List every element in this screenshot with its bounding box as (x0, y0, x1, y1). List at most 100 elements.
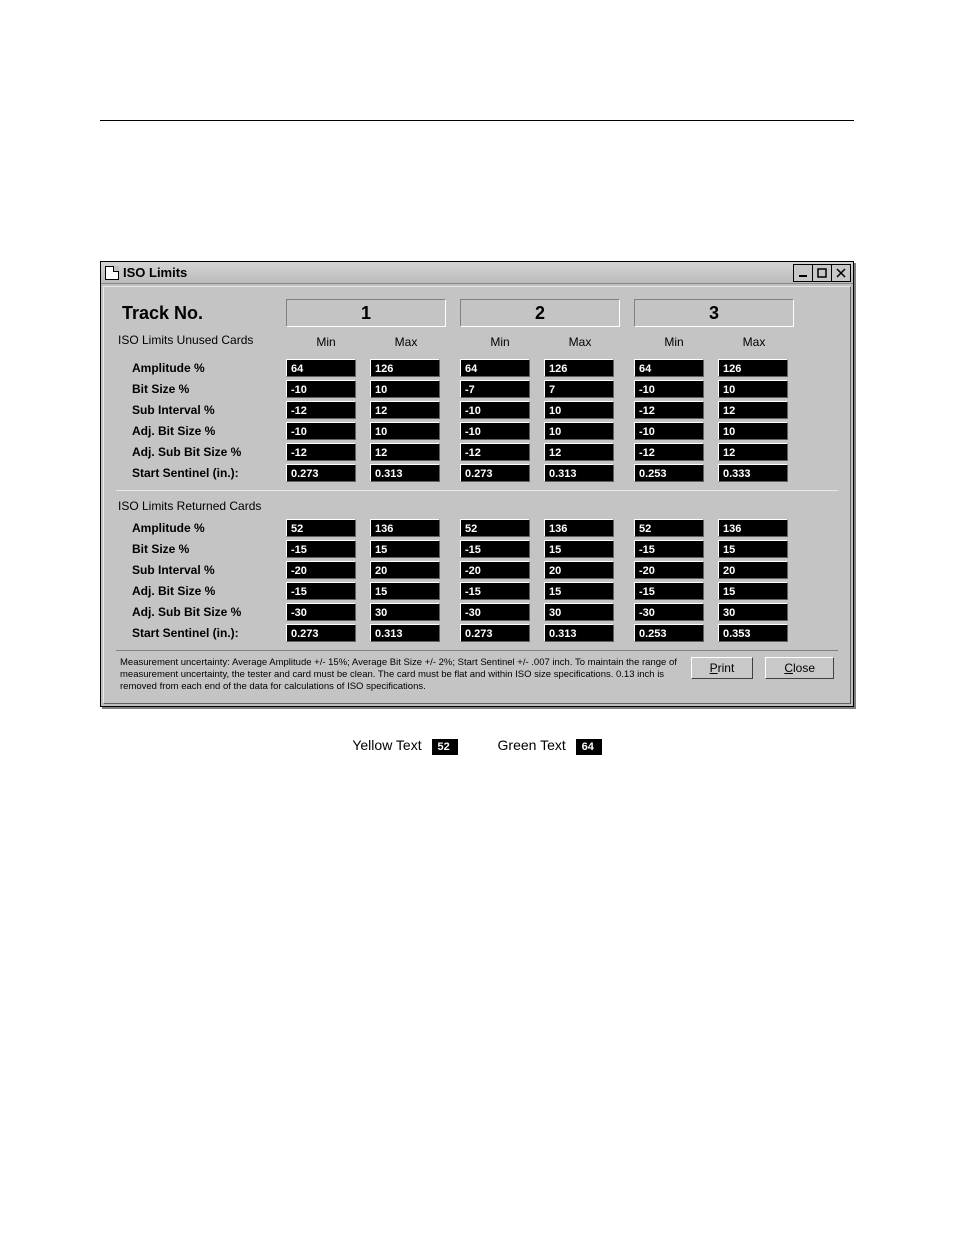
max-cell[interactable]: 136 (544, 519, 614, 537)
maximize-button[interactable] (812, 264, 832, 282)
max-cell[interactable]: 7 (544, 380, 614, 398)
table-row: Start Sentinel (in.):0.2730.3130.2730.31… (116, 624, 838, 642)
track-col: 0.273 0.313 (460, 464, 620, 482)
max-cell[interactable]: 0.333 (718, 464, 788, 482)
max-cell[interactable]: 126 (544, 359, 614, 377)
param-label: Sub Interval % (116, 403, 286, 417)
track-col: -15 15 (286, 582, 446, 600)
min-cell[interactable]: 52 (286, 519, 356, 537)
max-cell[interactable]: 15 (544, 540, 614, 558)
max-cell[interactable]: 0.313 (544, 624, 614, 642)
min-cell[interactable]: 64 (286, 359, 356, 377)
track-col: 64 126 (634, 359, 794, 377)
max-cell[interactable]: 126 (370, 359, 440, 377)
max-cell[interactable]: 10 (544, 401, 614, 419)
min-cell[interactable]: 0.253 (634, 464, 704, 482)
max-cell[interactable]: 15 (544, 582, 614, 600)
min-cell[interactable]: 0.273 (286, 464, 356, 482)
track-col: -10 10 (286, 422, 446, 440)
max-cell[interactable]: 10 (370, 422, 440, 440)
min-cell[interactable]: 64 (460, 359, 530, 377)
min-cell[interactable]: 52 (634, 519, 704, 537)
param-label: Bit Size % (116, 542, 286, 556)
min-cell[interactable]: -15 (634, 540, 704, 558)
min-cell[interactable]: -30 (634, 603, 704, 621)
min-cell[interactable]: -20 (634, 561, 704, 579)
max-cell[interactable]: 15 (370, 582, 440, 600)
section-title-returned: ISO Limits Returned Cards (116, 497, 838, 519)
min-cell[interactable]: -15 (634, 582, 704, 600)
min-cell[interactable]: -12 (286, 401, 356, 419)
max-cell[interactable]: 12 (718, 443, 788, 461)
close-button-footer[interactable]: Close (765, 657, 834, 679)
min-label: Min (286, 335, 366, 349)
max-cell[interactable]: 0.353 (718, 624, 788, 642)
table-row: Bit Size %-1010-77-1010 (116, 380, 838, 398)
min-cell[interactable]: -12 (634, 443, 704, 461)
min-cell[interactable]: -10 (634, 380, 704, 398)
max-cell[interactable]: 126 (718, 359, 788, 377)
max-cell[interactable]: 20 (370, 561, 440, 579)
min-cell[interactable]: 64 (634, 359, 704, 377)
max-cell[interactable]: 15 (370, 540, 440, 558)
param-label: Amplitude % (116, 521, 286, 535)
table-row: Adj. Bit Size %-1010-1010-1010 (116, 422, 838, 440)
min-cell[interactable]: -10 (460, 422, 530, 440)
max-cell[interactable]: 136 (370, 519, 440, 537)
max-cell[interactable]: 10 (544, 422, 614, 440)
max-cell[interactable]: 12 (718, 401, 788, 419)
table-row: Bit Size %-1515-1515-1515 (116, 540, 838, 558)
min-cell[interactable]: -12 (460, 443, 530, 461)
max-cell[interactable]: 0.313 (544, 464, 614, 482)
param-label: Adj. Sub Bit Size % (116, 605, 286, 619)
min-cell[interactable]: -10 (286, 380, 356, 398)
param-label: Sub Interval % (116, 563, 286, 577)
max-cell[interactable]: 12 (370, 443, 440, 461)
max-cell[interactable]: 10 (718, 422, 788, 440)
min-cell[interactable]: -15 (286, 540, 356, 558)
track-col: -12 12 (460, 443, 620, 461)
min-cell[interactable]: -30 (286, 603, 356, 621)
close-button[interactable] (831, 264, 851, 282)
min-cell[interactable]: 0.273 (460, 464, 530, 482)
min-cell[interactable]: 0.273 (286, 624, 356, 642)
min-cell[interactable]: 52 (460, 519, 530, 537)
min-cell[interactable]: -15 (460, 582, 530, 600)
min-cell[interactable]: -10 (286, 422, 356, 440)
min-cell[interactable]: -7 (460, 380, 530, 398)
max-cell[interactable]: 15 (718, 540, 788, 558)
max-cell[interactable]: 0.313 (370, 624, 440, 642)
min-cell[interactable]: -15 (286, 582, 356, 600)
max-cell[interactable]: 136 (718, 519, 788, 537)
min-cell[interactable]: 0.253 (634, 624, 704, 642)
max-cell[interactable]: 10 (370, 380, 440, 398)
max-cell[interactable]: 12 (370, 401, 440, 419)
legend: Yellow Text 52 Green Text 64 (100, 737, 854, 755)
max-cell[interactable]: 20 (718, 561, 788, 579)
minimize-button[interactable] (793, 264, 813, 282)
track-col: 64 126 (460, 359, 620, 377)
param-label: Amplitude % (116, 361, 286, 375)
min-cell[interactable]: -12 (634, 401, 704, 419)
max-cell[interactable]: 12 (544, 443, 614, 461)
max-cell[interactable]: 15 (718, 582, 788, 600)
print-button[interactable]: Print (691, 657, 754, 679)
track-col: -10 10 (634, 380, 794, 398)
max-cell[interactable]: 30 (544, 603, 614, 621)
min-cell[interactable]: 0.273 (460, 624, 530, 642)
min-cell[interactable]: -30 (460, 603, 530, 621)
min-cell[interactable]: -10 (460, 401, 530, 419)
min-cell[interactable]: -20 (286, 561, 356, 579)
track-col: -10 10 (460, 401, 620, 419)
max-cell[interactable]: 20 (544, 561, 614, 579)
max-cell[interactable]: 0.313 (370, 464, 440, 482)
min-cell[interactable]: -12 (286, 443, 356, 461)
min-cell[interactable]: -20 (460, 561, 530, 579)
max-cell[interactable]: 10 (718, 380, 788, 398)
min-cell[interactable]: -10 (634, 422, 704, 440)
max-cell[interactable]: 30 (718, 603, 788, 621)
min-cell[interactable]: -15 (460, 540, 530, 558)
track-col: 52 136 (634, 519, 794, 537)
track-col: -10 10 (460, 422, 620, 440)
max-cell[interactable]: 30 (370, 603, 440, 621)
